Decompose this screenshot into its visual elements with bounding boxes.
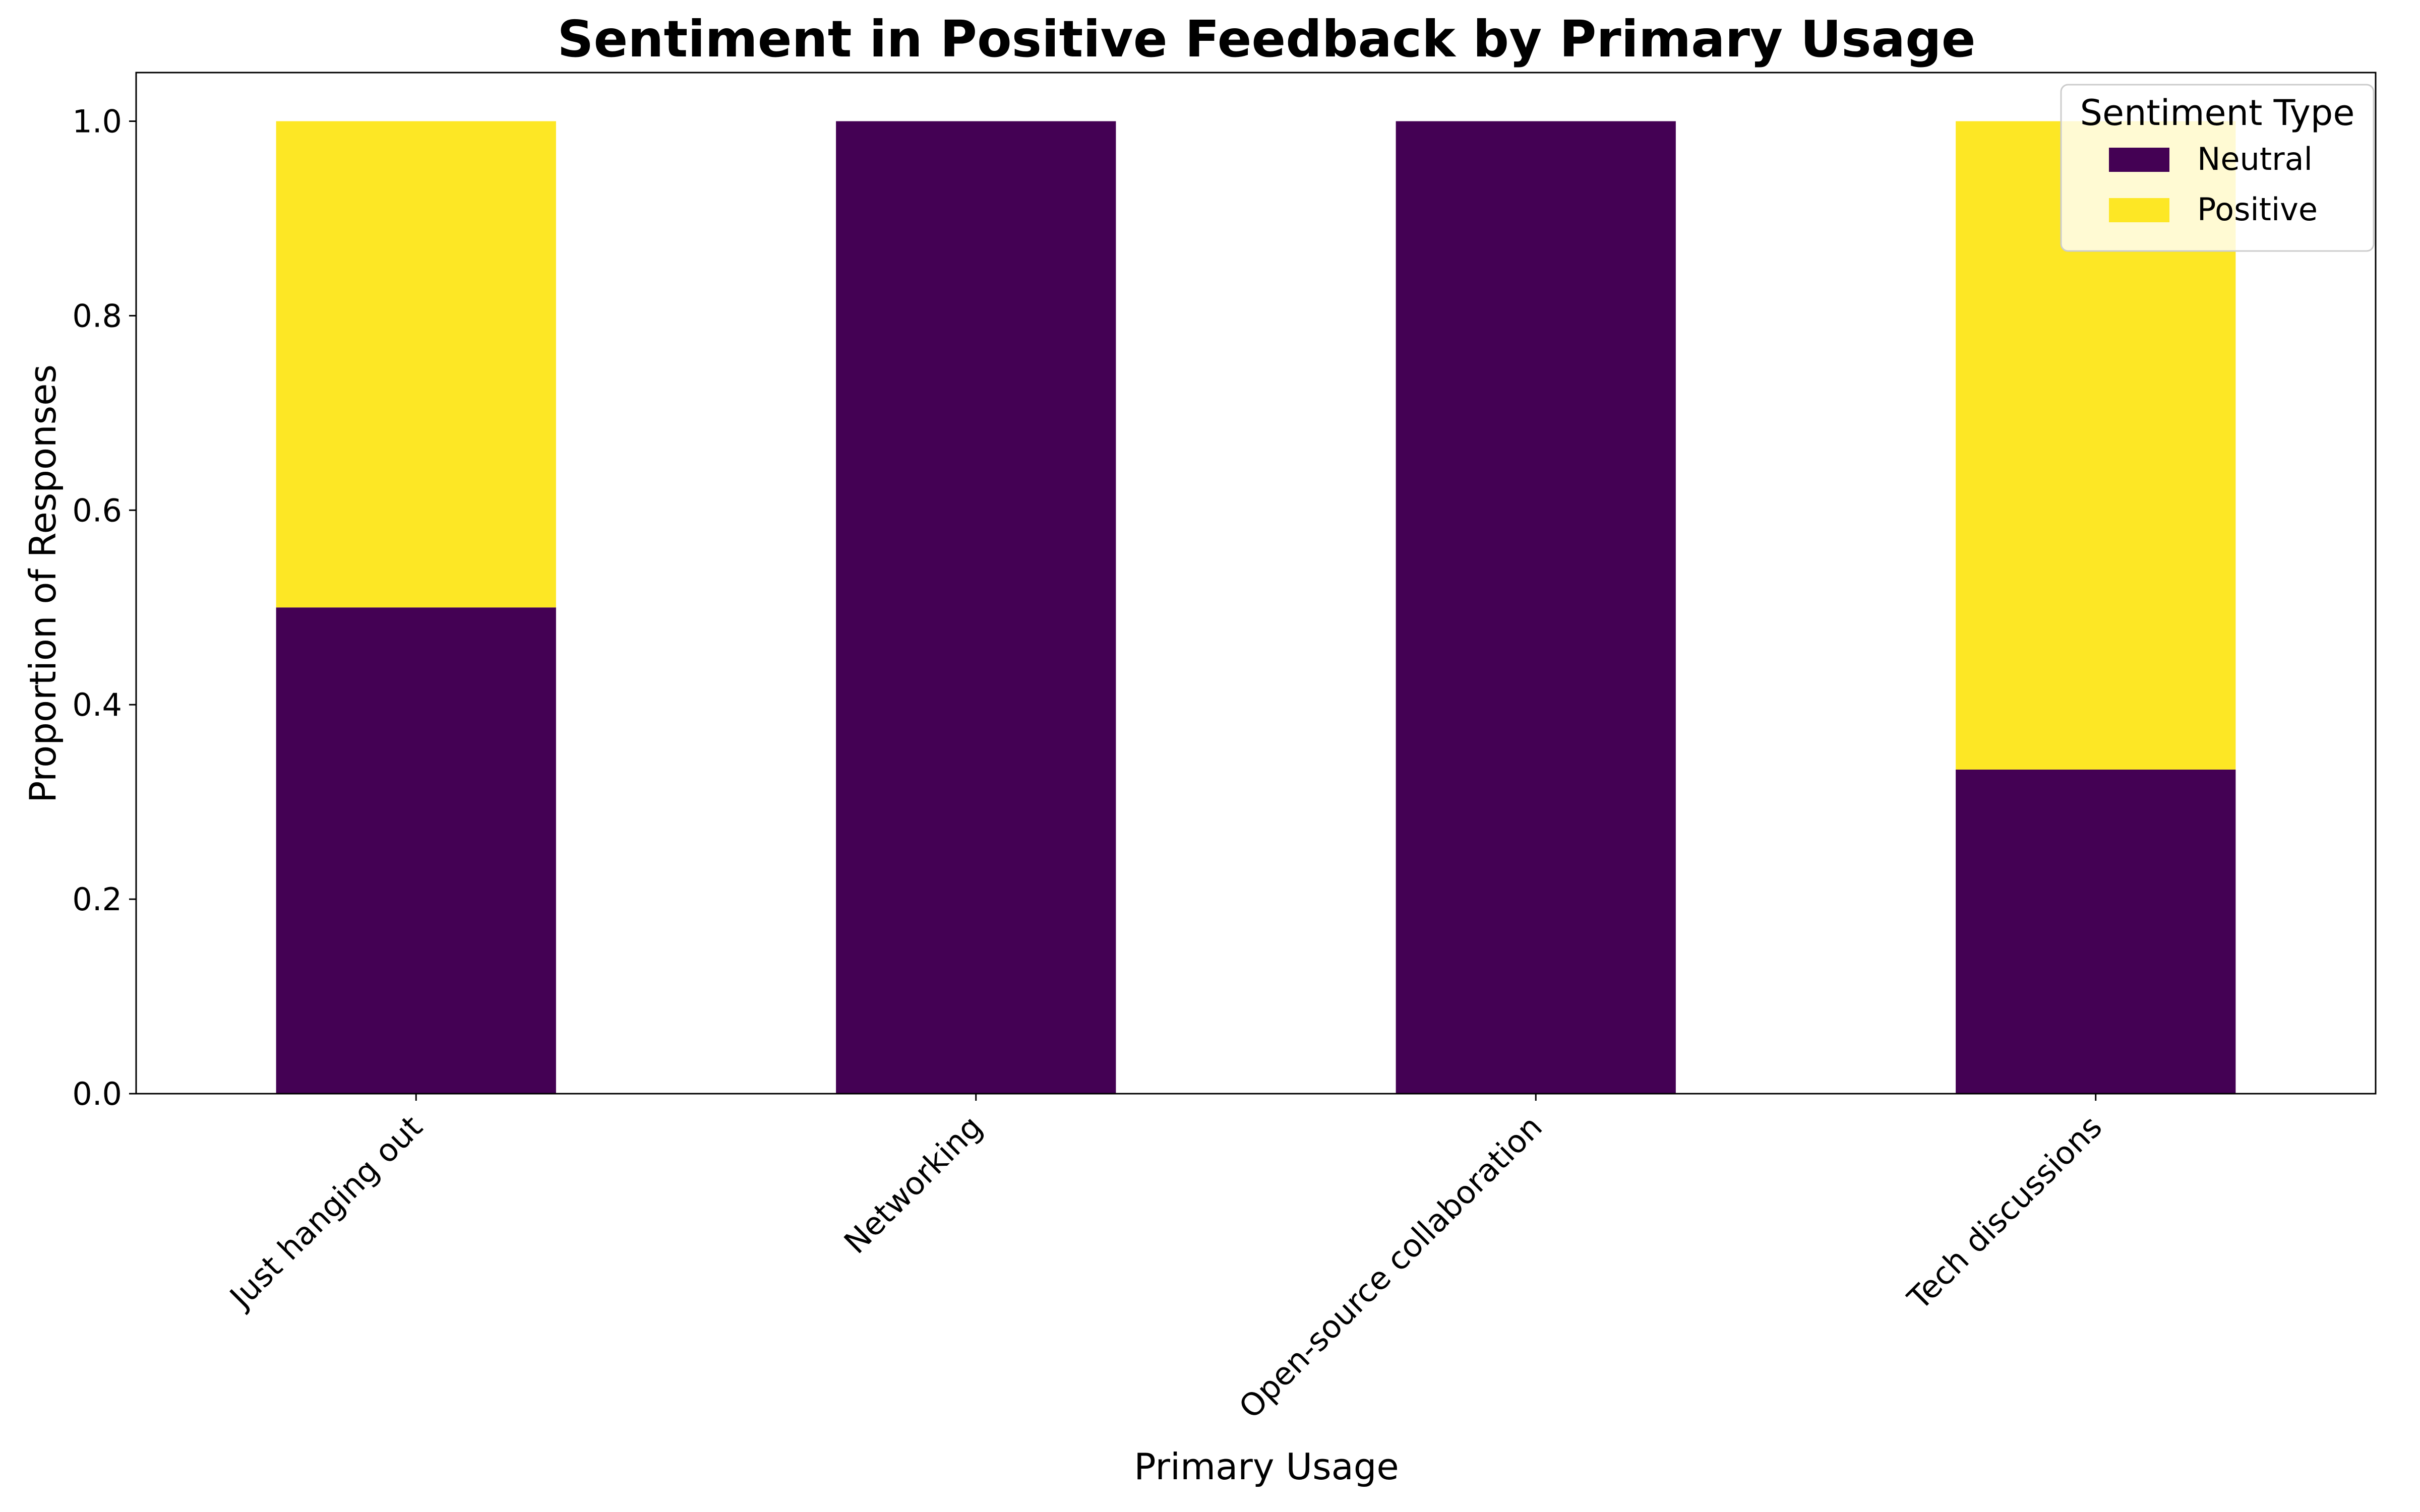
chart-title: Sentiment in Positive Feedback by Primar… — [557, 10, 1975, 69]
x-tick-label: Just hanging out — [221, 1108, 430, 1316]
y-axis-label: Proportion of Responses — [22, 364, 64, 803]
y-tick-label: 0.0 — [72, 1076, 122, 1112]
bar-neutral-1 — [836, 121, 1116, 1094]
y-tick-label: 1.0 — [72, 103, 122, 140]
x-axis-label: Primary Usage — [1134, 1445, 1399, 1488]
bar-neutral-3 — [1956, 769, 2236, 1094]
legend-swatch-neutral — [2109, 148, 2169, 172]
y-tick-label: 0.2 — [72, 881, 122, 918]
legend-label-neutral: Neutral — [2197, 141, 2313, 177]
legend-swatch-positive — [2109, 198, 2169, 222]
y-tick-label: 0.6 — [72, 492, 122, 529]
legend: Sentiment Type Neutral Positive — [2060, 84, 2375, 252]
legend-label-positive: Positive — [2197, 191, 2318, 228]
x-tick-label: Tech discussions — [1900, 1108, 2109, 1317]
y-tick-label: 0.8 — [72, 297, 122, 334]
legend-title: Sentiment Type — [2080, 92, 2355, 134]
plot-frame — [135, 72, 2377, 1095]
x-tick-label: Open-source collaboration — [1232, 1108, 1549, 1426]
x-tick-label: Networking — [837, 1108, 989, 1261]
bar-neutral-2 — [1396, 121, 1676, 1094]
bar-neutral-0 — [276, 607, 556, 1094]
y-tick-label: 0.4 — [72, 686, 122, 723]
bar-positive-0 — [276, 121, 556, 608]
bars-layer — [276, 121, 2236, 1094]
